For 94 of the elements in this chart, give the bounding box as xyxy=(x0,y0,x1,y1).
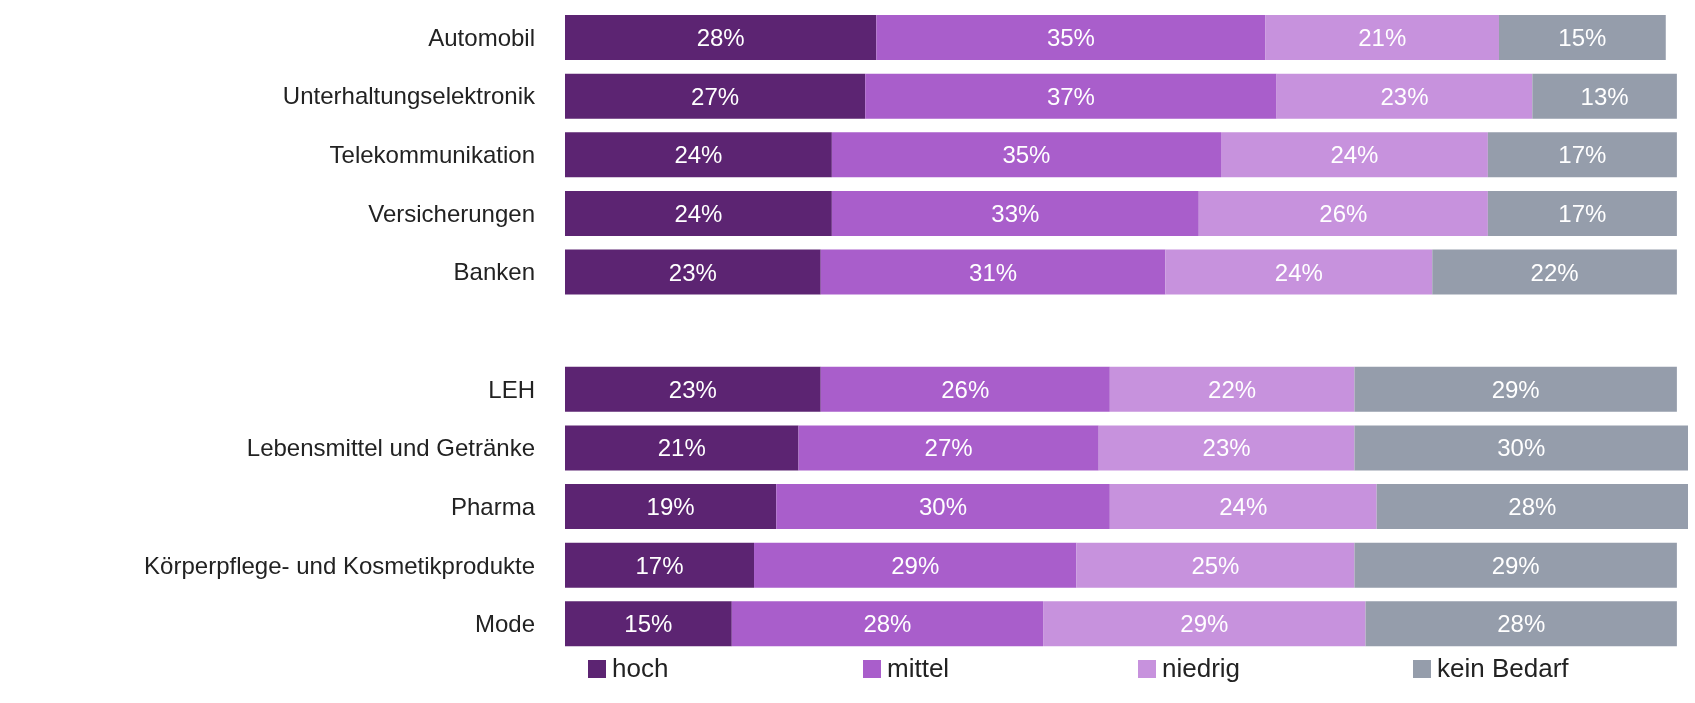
data-label: 22% xyxy=(1530,258,1579,286)
bar xyxy=(1109,366,1355,412)
bar xyxy=(831,132,1222,178)
bar xyxy=(565,601,732,647)
data-label: 22% xyxy=(1208,375,1257,403)
y-tick-label: Automobil xyxy=(428,23,535,51)
bar xyxy=(565,73,866,119)
data-label: 33% xyxy=(991,199,1040,227)
data-label: 29% xyxy=(1180,610,1229,638)
bar xyxy=(731,601,1044,647)
y-tick-label: Mode xyxy=(474,610,535,638)
bar xyxy=(565,484,777,530)
bar xyxy=(776,484,1110,530)
data-label: 27% xyxy=(691,82,740,110)
data-label: 24% xyxy=(1330,141,1379,169)
bar xyxy=(831,190,1199,236)
data-label: 13% xyxy=(1580,82,1629,110)
bar xyxy=(1354,366,1677,412)
data-label: 25% xyxy=(1191,551,1240,579)
data-label: 30% xyxy=(1497,434,1546,462)
data-label: 28% xyxy=(1508,493,1557,521)
y-tick-label: Telekommunikation xyxy=(329,141,535,169)
bar xyxy=(820,249,1166,295)
data-label: 35% xyxy=(1002,141,1051,169)
bar xyxy=(1076,542,1355,588)
bar xyxy=(1221,132,1488,178)
data-label: 17% xyxy=(1558,199,1607,227)
data-label: 19% xyxy=(646,493,695,521)
y-tick-label: Lebensmittel und Getränke xyxy=(246,434,535,462)
bar xyxy=(565,425,799,471)
bar xyxy=(565,132,832,178)
bar xyxy=(1276,73,1533,119)
bar xyxy=(1365,601,1677,647)
data-label: 28% xyxy=(863,610,912,638)
bar xyxy=(1532,73,1677,119)
bar xyxy=(876,15,1266,60)
data-label: 30% xyxy=(919,493,968,521)
bar xyxy=(1354,425,1688,471)
bar xyxy=(1165,249,1433,295)
data-label: 26% xyxy=(941,375,990,403)
data-label: 24% xyxy=(674,141,723,169)
data-label: 24% xyxy=(1274,258,1323,286)
data-label: 26% xyxy=(1319,199,1368,227)
data-label: 23% xyxy=(668,375,717,403)
data-label: 23% xyxy=(1380,82,1429,110)
bar xyxy=(1487,190,1677,236)
y-tick-label: Pharma xyxy=(450,492,536,520)
data-label: 23% xyxy=(668,258,717,286)
data-label: 24% xyxy=(1219,493,1268,521)
bar xyxy=(1354,542,1677,588)
data-label: 29% xyxy=(1491,375,1540,403)
data-label: 21% xyxy=(657,434,706,462)
data-label: 35% xyxy=(1046,24,1095,52)
legend-label: kein Bedarf xyxy=(1437,653,1569,684)
legend-label: hoch xyxy=(612,653,669,684)
data-label: 23% xyxy=(1202,434,1251,462)
y-tick-label: Banken xyxy=(453,258,535,286)
y-tick-label: Versicherungen xyxy=(368,199,535,227)
bar xyxy=(565,190,832,236)
data-label: 28% xyxy=(696,24,745,52)
bar xyxy=(1098,425,1355,471)
bar xyxy=(1109,484,1377,530)
legend-label: niedrig xyxy=(1162,653,1241,684)
bar xyxy=(565,15,877,60)
bar xyxy=(1487,132,1677,178)
data-label: 27% xyxy=(924,434,973,462)
bar xyxy=(1198,190,1488,236)
data-label: 15% xyxy=(624,610,673,638)
data-label: 21% xyxy=(1358,24,1407,52)
data-label: 29% xyxy=(1491,551,1540,579)
y-tick-label: Unterhaltungselektronik xyxy=(282,82,536,110)
data-label: 17% xyxy=(635,551,684,579)
bar xyxy=(754,542,1077,588)
data-label: 37% xyxy=(1046,82,1095,110)
bar xyxy=(1432,249,1677,295)
bar xyxy=(1265,15,1499,60)
y-tick-label: LEH xyxy=(488,375,535,403)
data-label: 31% xyxy=(969,258,1018,286)
data-label: 15% xyxy=(1558,24,1607,52)
bar xyxy=(1376,484,1688,530)
bar xyxy=(565,542,755,588)
bar xyxy=(865,73,1277,119)
data-label: 29% xyxy=(891,551,940,579)
y-tick-label: Körperpflege- und Kosmetikprodukte xyxy=(144,551,535,579)
bar xyxy=(1498,15,1666,60)
data-label: 17% xyxy=(1558,141,1607,169)
bar xyxy=(565,366,821,412)
bar xyxy=(565,249,821,295)
bar xyxy=(798,425,1099,471)
data-label: 24% xyxy=(674,199,723,227)
data-label: 28% xyxy=(1497,610,1546,638)
legend-label: mittel xyxy=(887,653,950,684)
bar xyxy=(820,366,1110,412)
bar xyxy=(1043,601,1366,647)
